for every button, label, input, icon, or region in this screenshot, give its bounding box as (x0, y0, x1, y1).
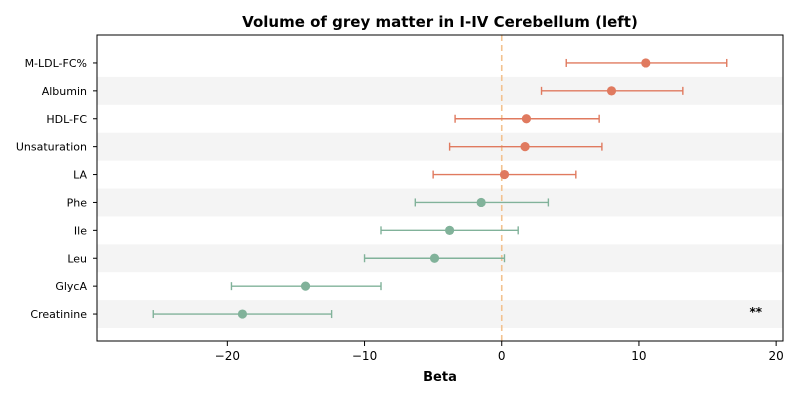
point-estimate (520, 142, 530, 152)
x-tick-label: 10 (631, 349, 646, 363)
plot-area: M-LDL-FC% Albumin HDL-FC Unsaturation LA Phe I… (16, 34, 784, 363)
point-estimate (429, 253, 440, 263)
category-label: Leu (67, 252, 87, 265)
x-tick-label: −10 (352, 349, 377, 363)
point-estimate (445, 225, 455, 235)
x-axis-title: Beta (423, 370, 457, 385)
point-estimate (499, 169, 510, 180)
point-estimate (300, 281, 311, 291)
point-estimate (476, 197, 486, 208)
x-tick-label: 20 (768, 349, 783, 363)
row-band (97, 132, 783, 161)
category-label: Phe (67, 196, 88, 209)
category-label: LA (73, 169, 87, 182)
plot-frame (96, 34, 784, 342)
category-label: HDL-FC (46, 113, 87, 126)
category-label: GlycA (55, 280, 87, 293)
category-label: Albumin (42, 85, 87, 98)
category-label: Unsaturation (16, 141, 87, 154)
point-estimate (521, 114, 532, 124)
significance-annotation: ** (749, 305, 762, 319)
point-estimate (641, 58, 651, 68)
category-label: Creatinine (30, 308, 87, 321)
chart-title: Volume of grey matter in I-IV Cerebellum… (242, 13, 638, 31)
point-estimate (606, 86, 617, 96)
x-tick-label: −20 (215, 349, 240, 363)
category-label: M-LDL-FC% (25, 57, 87, 70)
x-tick-label: 0 (498, 349, 506, 363)
point-estimate (237, 309, 248, 319)
category-label: Ile (74, 224, 87, 237)
